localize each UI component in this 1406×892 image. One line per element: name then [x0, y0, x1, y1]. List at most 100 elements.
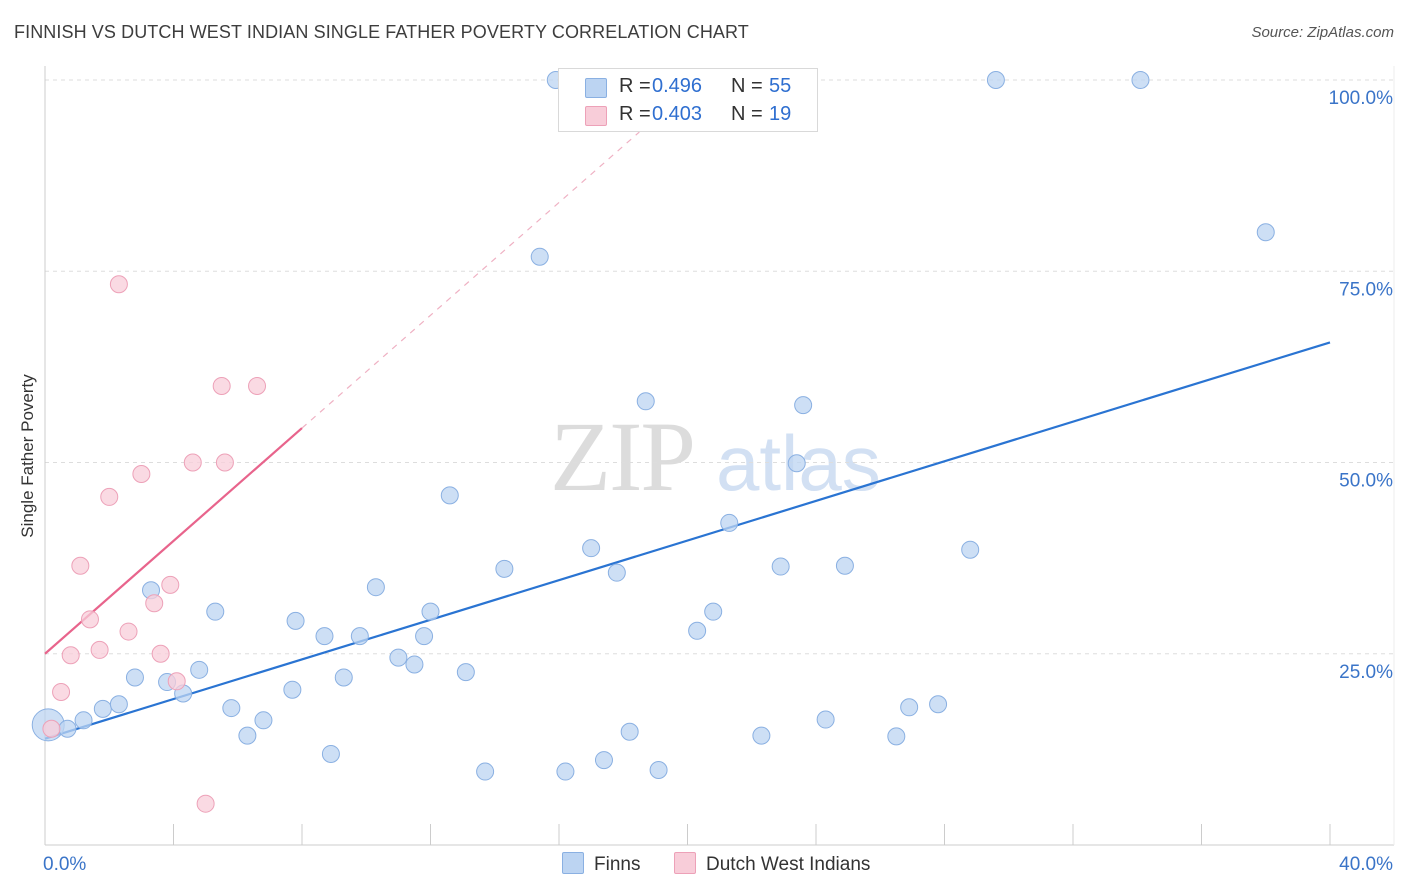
point-dutch-west-indians	[61, 646, 80, 665]
point-finns	[1131, 71, 1150, 89]
point-finns	[93, 699, 112, 718]
point-finns	[986, 71, 1005, 89]
point-dutch-west-indians	[196, 794, 215, 813]
bottom-legend-finns: Finns	[562, 852, 640, 878]
point-finns	[350, 627, 369, 646]
point-dutch-west-indians	[119, 622, 138, 641]
point-finns	[389, 648, 408, 667]
point-dutch-west-indians	[161, 575, 180, 594]
y-tick-label: 75.0%	[1339, 279, 1393, 300]
point-finns	[456, 663, 475, 682]
point-finns	[206, 602, 225, 621]
point-dutch-west-indians	[71, 556, 90, 575]
bottom-legend-label-finns: Finns	[594, 854, 641, 875]
point-finns	[334, 668, 353, 687]
point-finns	[688, 621, 707, 640]
point-dutch-west-indians	[145, 594, 164, 613]
trend-extension-dutch-west-indians	[301, 131, 640, 429]
source-label: Source: ZipAtlas.com	[1251, 24, 1394, 41]
point-finns	[887, 727, 906, 746]
watermark-zip: ZIP	[550, 401, 694, 512]
point-finns	[900, 698, 919, 717]
point-finns	[405, 655, 424, 674]
legend-n-label: N =	[731, 103, 763, 125]
point-finns	[476, 762, 495, 781]
point-finns	[109, 695, 128, 714]
point-finns	[254, 711, 273, 730]
point-finns	[283, 680, 302, 699]
point-finns	[286, 611, 305, 630]
bottom-legend-label-dutch-west-indians: Dutch West Indians	[706, 854, 871, 875]
point-finns	[421, 602, 440, 621]
point-finns	[787, 454, 806, 473]
legend-r-value: 0.403	[652, 103, 703, 125]
point-dutch-west-indians	[215, 453, 234, 472]
y-tick-label: 50.0%	[1339, 471, 1393, 492]
point-finns	[58, 719, 77, 738]
point-finns	[607, 563, 626, 582]
x-tick-label-max: 40.0%	[1339, 854, 1393, 875]
point-dutch-west-indians	[90, 640, 109, 659]
point-finns	[125, 668, 144, 687]
point-dutch-west-indians	[42, 719, 61, 738]
point-dutch-west-indians	[52, 683, 71, 701]
correlation-legend: R = 0.496 N = 55 R = 0.403 N = 19	[558, 68, 818, 132]
x-tick-label-min: 0.0%	[43, 854, 86, 875]
point-dutch-west-indians	[109, 275, 128, 294]
legend-swatch-dutch-west-indians	[585, 106, 607, 126]
point-finns	[961, 540, 980, 559]
legend-n-value: 55	[769, 75, 792, 97]
point-finns	[594, 751, 613, 770]
legend-row-dutch-west-indians: R = 0.403 N = 19	[559, 100, 817, 128]
y-tick-label: 25.0%	[1339, 662, 1393, 683]
chart-title: FINNISH VS DUTCH WEST INDIAN SINGLE FATH…	[14, 22, 749, 42]
point-dutch-west-indians	[80, 610, 99, 629]
point-finns	[315, 627, 334, 646]
bottom-legend-dutch-west-indians: Dutch West Indians	[674, 852, 870, 878]
gridlines	[45, 79, 1394, 655]
y-tick-label: 100.0%	[1329, 88, 1394, 109]
legend-row-finns: R = 0.496 N = 55	[559, 72, 817, 100]
legend-n-label: N =	[731, 75, 763, 97]
point-dutch-west-indians	[167, 672, 186, 691]
point-dutch-west-indians	[183, 453, 202, 472]
point-finns	[771, 557, 790, 576]
point-dutch-west-indians	[132, 464, 151, 483]
trend-line-finns	[44, 341, 1331, 740]
legend-swatch-finns	[585, 78, 607, 98]
tick-labels: 25.0% 50.0% 75.0% 100.0% 0.0% 40.0%	[43, 88, 1393, 875]
point-finns	[440, 486, 459, 505]
point-finns	[794, 396, 813, 415]
point-finns	[1256, 223, 1275, 242]
legend-r-label: R =	[619, 103, 651, 125]
legend-r-value: 0.496	[652, 75, 703, 97]
point-dutch-west-indians	[151, 644, 170, 663]
point-finns	[835, 556, 854, 575]
point-finns	[620, 722, 639, 741]
point-finns	[222, 699, 241, 718]
legend-r-label: R =	[619, 75, 651, 97]
point-finns	[649, 761, 668, 780]
point-finns	[415, 627, 434, 646]
data-points	[31, 71, 1275, 813]
point-finns	[321, 744, 340, 763]
point-dutch-west-indians	[212, 377, 231, 395]
point-finns	[530, 247, 549, 266]
point-finns	[752, 726, 771, 745]
point-finns	[582, 539, 601, 558]
bottom-legend-swatch-dutch-west-indians	[674, 852, 696, 874]
point-finns	[929, 695, 948, 714]
point-dutch-west-indians	[100, 487, 119, 506]
point-finns	[556, 762, 575, 781]
point-finns	[816, 710, 835, 729]
point-finns	[190, 660, 209, 679]
point-finns	[495, 559, 514, 578]
point-dutch-west-indians	[248, 377, 267, 395]
point-finns	[366, 578, 385, 597]
point-finns	[636, 392, 655, 411]
bottom-legend-swatch-finns	[562, 852, 584, 874]
point-finns	[238, 726, 257, 745]
point-finns	[74, 711, 93, 730]
point-finns	[720, 513, 739, 532]
